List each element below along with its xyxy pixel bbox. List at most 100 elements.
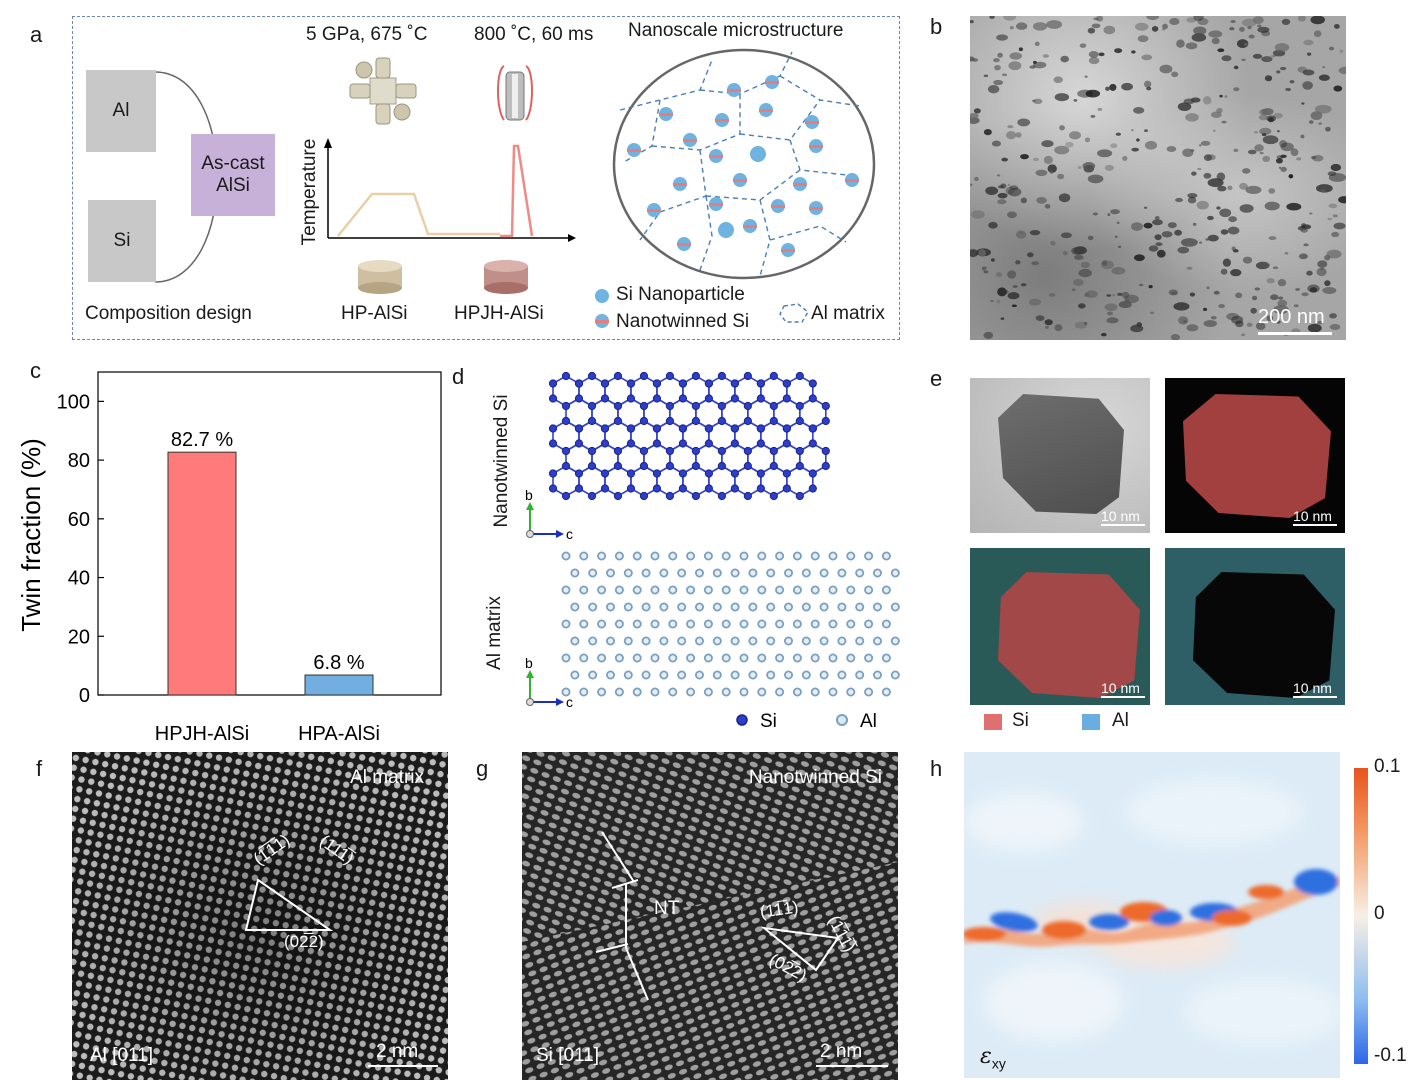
y-tick-label-20: 20: [68, 626, 90, 648]
microstructure-schematic: [612, 48, 876, 280]
temperature-axis-label: Temperature: [299, 138, 320, 246]
scale-bar-e1: [1101, 524, 1145, 526]
x-tick-label-hpjh-alsi: HPJH-AlSi: [155, 723, 249, 745]
scale-label-e4: 10 nm: [1293, 680, 1332, 696]
hrtem-al-f: Al matrix Al [011] 2 nm (1̅1̅1) (111̅) (…: [72, 752, 448, 1080]
legend-nt-si: Nanotwinned Si: [616, 311, 750, 332]
condition2-label: 800 ˚C, 60 ms: [474, 24, 594, 45]
y-tick-label-0: 0: [79, 685, 90, 707]
heater-icon: [497, 65, 533, 121]
eds-haadf: 10 nm: [970, 378, 1150, 533]
panel-label-b: b: [930, 14, 943, 39]
nanotwinned-si-vertical-label: Nanotwinned Si: [491, 394, 512, 528]
hp-alsi-label: HP-AlSi: [341, 303, 408, 324]
axis-c-top: c: [566, 526, 573, 542]
eds-al-map: 10 nm: [1165, 548, 1345, 705]
ascast-line2: AlSi: [216, 175, 250, 196]
legend-si-atom: [736, 714, 748, 726]
legend-al-atom-label: Al: [860, 711, 877, 732]
ascast-line1: As-cast: [201, 153, 265, 174]
scale-bar-b: [1258, 332, 1332, 335]
hrtem-f-title: Al matrix: [350, 767, 424, 788]
si-particles: [627, 75, 859, 257]
panel-label-d: d: [452, 364, 465, 389]
x-tick-label-hpa-alsi: HPA-AlSi: [298, 723, 380, 745]
legend-al-matrix-symbol: [779, 303, 809, 323]
y-tick-label-60: 60: [68, 509, 90, 531]
twin-boundary-markers: [595, 831, 649, 1001]
panel-label-f: f: [36, 756, 43, 781]
hpjh-alsi-sample-icon: [484, 260, 528, 294]
al-matrix-vertical-label: Al matrix: [484, 596, 505, 670]
hrtem-si-g: Nanotwinned Si Si [011] 2 nm NT (11̅1) (…: [522, 752, 898, 1080]
colorbar-h: [1354, 768, 1368, 1064]
panel-label-e: e: [930, 366, 943, 391]
si-box-label: Si: [113, 230, 131, 251]
eds-overlay-map: 10 nm: [970, 548, 1150, 705]
colorbar-mid-label: 0: [1374, 903, 1385, 924]
hrtem-g-zone: Si [011]: [536, 1045, 600, 1066]
axis-b-bottom: b: [525, 655, 533, 671]
legend-al-matrix: Al matrix: [811, 303, 885, 324]
y-tick-label-100: 100: [57, 391, 90, 413]
panel-label-c: c: [30, 358, 41, 383]
y-tick-label-40: 40: [68, 568, 90, 590]
al-matrix-lattice: [561, 551, 900, 697]
legend-si-np-symbol: [595, 289, 609, 303]
legend-si-atom-label: Si: [760, 711, 777, 732]
eds-si-map: 10 nm: [1165, 378, 1345, 533]
legend-al-atom: [836, 714, 848, 726]
plane-triangle-f: [244, 878, 334, 931]
legend-al-text: Al: [1112, 710, 1129, 731]
nanotwinned-si-lattice: [548, 371, 830, 501]
plane-f-3: (02̅2): [284, 932, 324, 951]
ascast-box: As-cast AlSi: [191, 134, 275, 216]
scale-label-e1: 10 nm: [1101, 508, 1140, 524]
overlay-si-signal: [998, 572, 1140, 698]
panel-a-graphics: [154, 48, 876, 328]
al-box-label: Al: [112, 100, 130, 121]
hpjh-alsi-label: HPJH-AlSi: [454, 303, 544, 324]
si-box: Si: [88, 200, 156, 282]
strain-symbol-subscript: xy: [991, 1055, 1006, 1072]
si-signal: [1183, 394, 1331, 518]
si-particle-image: [998, 394, 1124, 514]
nt-label: NT: [654, 898, 680, 919]
legend-nt-si-symbol: [595, 314, 609, 328]
al-void: [1193, 572, 1335, 698]
hrtem-f-scale: 2 nm: [376, 1041, 419, 1062]
axis-b-top: b: [525, 487, 533, 503]
bar-hpa-alsi: [304, 674, 374, 696]
strain-map-h: εxy: [964, 752, 1340, 1078]
strain-symbol: εxy: [980, 1044, 1006, 1071]
legend-si-swatch: [984, 714, 1002, 730]
hp-alsi-sample-icon: [358, 260, 402, 294]
tem-micrograph-b: 200 nm: [970, 16, 1346, 340]
scale-label-b: 200 nm: [1258, 306, 1325, 328]
strain-symbol-epsilon: ε: [980, 1044, 992, 1069]
legend-si-np: Si Nanoparticle: [616, 284, 745, 305]
hrtem-g-title: Nanotwinned Si: [748, 767, 882, 788]
panel-label-g: g: [476, 756, 489, 781]
y-axis-label: Twin fraction (%): [16, 438, 46, 632]
condition1-label: 5 GPa, 675 ˚C: [306, 24, 428, 45]
data-label-hpa-alsi: 6.8 %: [313, 652, 364, 674]
colorbar-min-label: -0.1: [1374, 1045, 1407, 1066]
bar-hpjh-alsi: [167, 451, 237, 696]
scale-label-e3: 10 nm: [1101, 680, 1140, 696]
panel-a-frame: [72, 16, 900, 340]
y-tick-label-80: 80: [68, 450, 90, 472]
cubic-press-icon: [349, 57, 417, 125]
crystal-structures-d: b c b c Si Al: [525, 371, 900, 732]
data-label-hpjh-alsi: 82.7 %: [171, 429, 233, 451]
legend-si-text: Si: [1012, 710, 1029, 731]
colorbar-max-label: 0.1: [1374, 756, 1401, 777]
composition-design-label: Composition design: [85, 303, 252, 324]
hrtem-g-scale: 2 nm: [820, 1041, 863, 1062]
scale-bar-e3: [1101, 696, 1145, 698]
panel-label-a: a: [30, 22, 43, 47]
scale-bar-e2: [1293, 524, 1337, 526]
scale-label-e2: 10 nm: [1293, 508, 1332, 524]
twin-fraction-chart: 0 20 40 60 80 100 82.7 % 6.8 % HPJH-AlSi HPA-Al…: [16, 371, 442, 745]
hrtem-f-zone: Al [011]: [90, 1045, 154, 1066]
